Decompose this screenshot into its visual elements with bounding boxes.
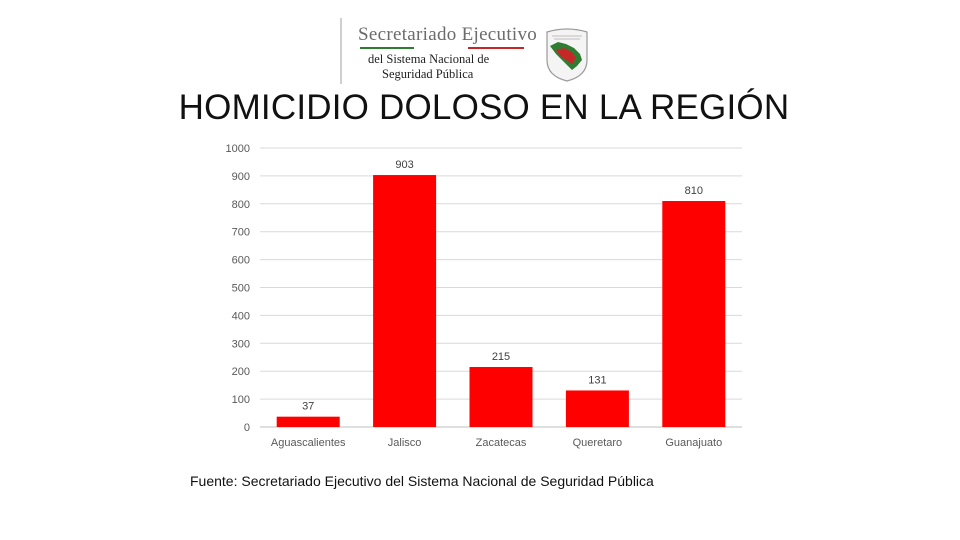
y-tick-label: 600 [232, 255, 250, 267]
data-label: 37 [302, 401, 314, 413]
x-tick-label: Jalisco [388, 437, 422, 449]
org-name-line1: Secretariado Ejecutivo [358, 24, 538, 45]
source-note: Fuente: Secretariado Ejecutivo del Siste… [190, 473, 654, 489]
bar-chart-svg: 0 100 200 300 400 500 600 700 800 900 1000 37 903 21… [226, 143, 742, 449]
bar [373, 175, 437, 427]
y-tick-label: 900 [232, 171, 250, 183]
y-tick-label: 0 [244, 422, 250, 434]
data-labels: 37 903 215 131 810 [302, 159, 703, 413]
x-tick-label: Guanajuato [665, 437, 722, 449]
y-tick-label: 700 [232, 227, 250, 239]
y-tick-label: 800 [232, 199, 250, 211]
org-name-line3: Seguridad Pública [382, 67, 474, 81]
bar-chart: 0 100 200 300 400 500 600 700 800 900 1000 37 903 21… [220, 138, 760, 458]
data-label: 215 [492, 351, 510, 363]
header-divider [340, 18, 342, 84]
y-tick-label: 100 [232, 394, 250, 406]
mexico-map-shield-icon [546, 28, 588, 82]
y-tick-label: 300 [232, 338, 250, 350]
x-axis-labels: Aguascalientes Jalisco Zacatecas Queretaro G… [271, 437, 722, 449]
y-tick-label: 1000 [226, 143, 250, 155]
y-axis-labels: 0 100 200 300 400 500 600 700 800 900 1000 [226, 143, 250, 434]
x-tick-label: Zacatecas [476, 437, 527, 449]
data-label: 810 [685, 185, 703, 197]
x-tick-label: Queretaro [573, 437, 623, 449]
bar [662, 201, 726, 427]
org-name-line2: del Sistema Nacional de [368, 52, 490, 66]
bar [276, 416, 340, 427]
page-title: HOMICIDIO DOLOSO EN LA REGIÓN [178, 88, 790, 127]
gridlines [260, 147, 742, 428]
bars [276, 175, 726, 427]
data-label: 131 [588, 374, 606, 386]
bar [565, 390, 629, 427]
bar [469, 367, 533, 427]
data-label: 903 [395, 159, 413, 171]
header-logo: Secretariado Ejecutivo del Sistema Nacio… [340, 14, 600, 86]
y-tick-label: 500 [232, 283, 250, 295]
x-tick-label: Aguascalientes [271, 437, 346, 449]
tricolor-rule [360, 47, 524, 49]
y-tick-label: 200 [232, 366, 250, 378]
y-tick-label: 400 [232, 310, 250, 322]
